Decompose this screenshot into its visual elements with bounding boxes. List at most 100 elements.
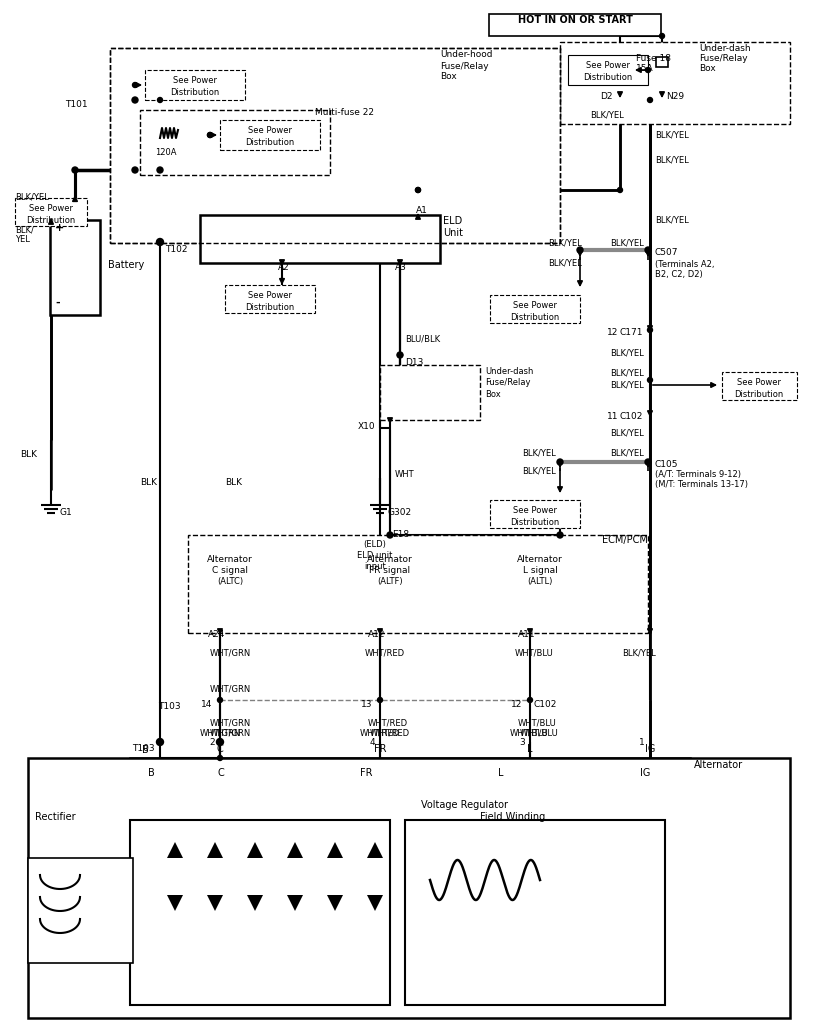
Text: 1: 1 [638, 738, 644, 746]
Text: Distribution: Distribution [509, 313, 559, 322]
Text: Distribution: Distribution [245, 303, 294, 312]
Circle shape [556, 532, 563, 538]
Text: See Power: See Power [586, 61, 629, 70]
Text: B: B [147, 768, 155, 778]
Circle shape [72, 167, 78, 173]
Text: WHT/RED: WHT/RED [369, 728, 410, 737]
Text: WHT/RED: WHT/RED [360, 728, 400, 737]
Text: Box: Box [484, 390, 500, 399]
Text: BLK: BLK [140, 478, 156, 487]
Text: See Power: See Power [247, 126, 292, 135]
Text: +: + [55, 223, 64, 233]
Text: 12: 12 [606, 328, 618, 337]
Circle shape [415, 187, 420, 193]
Bar [28, 758, 789, 1018]
Text: Box: Box [698, 65, 715, 73]
Text: FR: FR [360, 768, 372, 778]
Text: G1: G1 [60, 508, 73, 517]
Text: Multi-fuse 22: Multi-fuse 22 [314, 108, 373, 117]
Text: BLK/YEL: BLK/YEL [609, 368, 643, 377]
Bar [279, 796, 649, 828]
Text: Field Winding: Field Winding [479, 812, 545, 822]
Text: BLK/YEL: BLK/YEL [654, 155, 688, 164]
Text: Distribution: Distribution [245, 138, 294, 147]
Text: See Power: See Power [513, 506, 556, 515]
Text: BLK/YEL: BLK/YEL [609, 449, 643, 457]
Text: Distribution: Distribution [509, 518, 559, 527]
Text: A3: A3 [395, 263, 406, 272]
Bar [50, 220, 100, 315]
Text: D2: D2 [600, 92, 612, 101]
Text: BLK/YEL: BLK/YEL [590, 110, 623, 119]
Text: See Power: See Power [736, 378, 780, 387]
Text: Voltage Regulator: Voltage Regulator [421, 800, 508, 810]
Text: BLK/YEL: BLK/YEL [654, 215, 688, 224]
Circle shape [645, 459, 650, 465]
Bar [110, 48, 559, 243]
Bar [188, 535, 647, 633]
Text: BLK/YEL: BLK/YEL [15, 193, 48, 201]
Circle shape [617, 187, 622, 193]
Polygon shape [167, 895, 183, 911]
Text: -: - [55, 298, 60, 308]
Text: L: L [527, 744, 532, 754]
Text: BLK/YEL: BLK/YEL [609, 380, 643, 389]
Text: (Terminals A2,: (Terminals A2, [654, 260, 713, 269]
Text: T102: T102 [165, 245, 188, 254]
Text: Rectifier: Rectifier [35, 812, 75, 822]
Text: Alternator: Alternator [517, 555, 562, 564]
Text: WHT/BLU: WHT/BLU [509, 728, 548, 737]
Bar [568, 55, 647, 85]
Polygon shape [287, 842, 303, 858]
Text: ECM/PCM: ECM/PCM [601, 535, 647, 545]
Circle shape [397, 352, 402, 357]
Text: A24: A24 [208, 630, 225, 639]
Text: BLK/YEL: BLK/YEL [622, 648, 655, 657]
Text: See Power: See Power [29, 204, 73, 213]
Polygon shape [287, 895, 303, 911]
Text: C507: C507 [654, 248, 677, 257]
Text: BLK/: BLK/ [15, 225, 34, 234]
Circle shape [156, 738, 163, 745]
Text: A12: A12 [368, 630, 385, 639]
Text: Under-dash: Under-dash [698, 44, 749, 53]
Text: X10: X10 [357, 422, 374, 431]
Text: ELD: ELD [442, 216, 462, 226]
Polygon shape [167, 842, 183, 858]
Text: T103: T103 [158, 702, 180, 711]
Text: C102: C102 [619, 412, 643, 421]
Text: A2: A2 [278, 263, 289, 272]
Circle shape [132, 167, 138, 173]
Text: 120A: 120A [155, 148, 176, 157]
Bar [488, 14, 660, 36]
Text: WHT/GRN: WHT/GRN [210, 728, 251, 737]
Text: WHT/GRN: WHT/GRN [210, 648, 251, 657]
Circle shape [645, 247, 650, 253]
Polygon shape [206, 895, 223, 911]
Text: WHT/RED: WHT/RED [368, 718, 408, 727]
Bar [110, 48, 559, 243]
Bar [140, 110, 329, 175]
Polygon shape [247, 895, 263, 911]
Text: N29: N29 [665, 92, 683, 101]
Polygon shape [367, 895, 382, 911]
Polygon shape [206, 842, 223, 858]
Circle shape [415, 187, 420, 193]
Text: (ELD): (ELD) [363, 540, 386, 549]
Circle shape [156, 239, 163, 246]
Text: (A/T: Terminals 9-12): (A/T: Terminals 9-12) [654, 470, 740, 479]
Text: WHT/GRN: WHT/GRN [210, 685, 251, 694]
Circle shape [387, 532, 392, 538]
Text: WHT/GRN: WHT/GRN [200, 728, 241, 737]
Text: WHT: WHT [395, 470, 414, 479]
Text: A1: A1 [415, 206, 428, 215]
Text: See Power: See Power [513, 301, 556, 310]
Text: input: input [364, 562, 386, 571]
Text: IG: IG [639, 768, 649, 778]
Text: T103: T103 [132, 744, 155, 753]
Text: 11: 11 [606, 412, 618, 421]
Bar [721, 372, 796, 400]
Polygon shape [367, 842, 382, 858]
Text: Fuse/Relay: Fuse/Relay [698, 54, 747, 63]
Text: WHT/GRN: WHT/GRN [210, 718, 251, 727]
